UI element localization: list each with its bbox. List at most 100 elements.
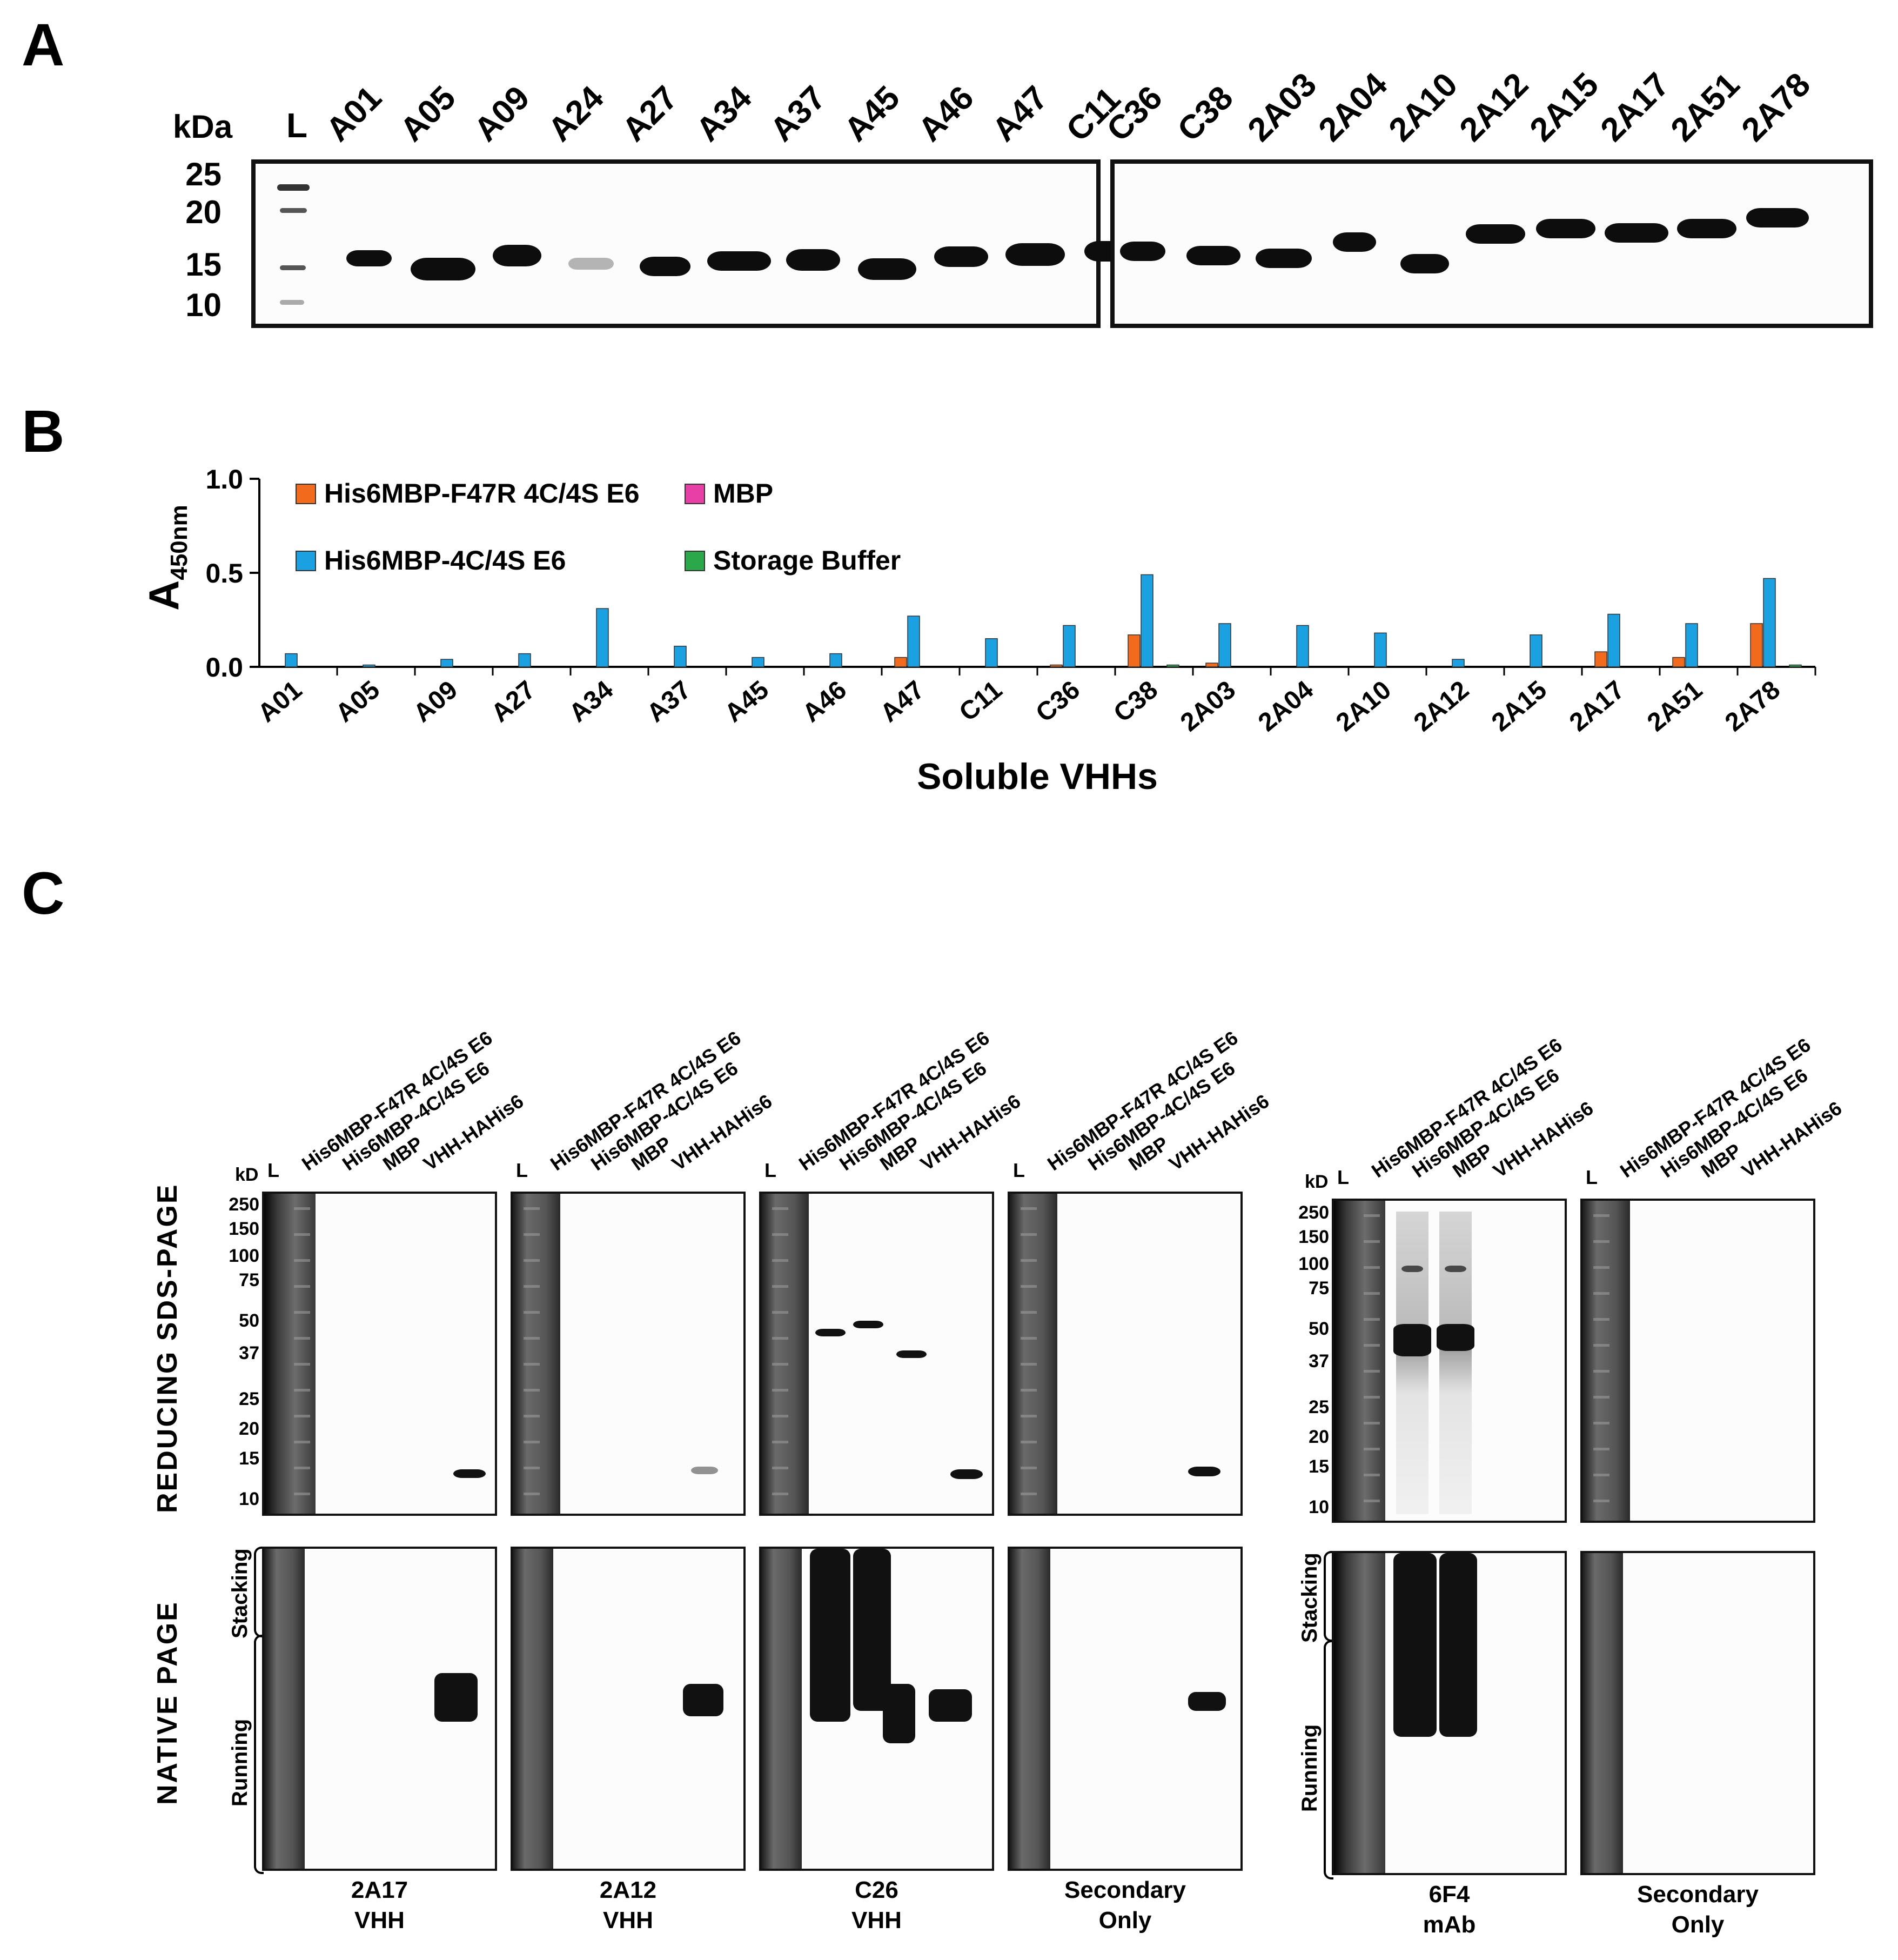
ladder-mark <box>294 1207 310 1210</box>
blot-band <box>853 1321 883 1328</box>
gel-lane-label: A37 <box>763 79 833 149</box>
gel-lane-label: A05 <box>393 79 463 149</box>
gel-band <box>640 257 690 276</box>
ladder-band <box>280 300 304 305</box>
gel-band <box>346 250 392 266</box>
ladder-strip <box>761 1194 809 1514</box>
sds-blot <box>759 1192 994 1516</box>
ladder-mark <box>1364 1448 1380 1450</box>
running-bracket <box>1324 1640 1333 1879</box>
caption-line2: VHH <box>851 1907 902 1934</box>
ladder-mark <box>524 1441 540 1443</box>
ladder-mark <box>1593 1292 1609 1295</box>
bar-his6mbp-f47r-4c-4s-e6 <box>1050 664 1063 667</box>
ladder-strip <box>264 1194 316 1514</box>
gel-band <box>1604 223 1668 243</box>
gel-lane-label: A01 <box>319 79 389 149</box>
legend-label: His6MBP-4C/4S E6 <box>324 545 566 576</box>
ladder-strip <box>513 1194 560 1514</box>
ladder-strip <box>513 1549 553 1869</box>
ladder-mark <box>772 1259 788 1262</box>
gel-lane-label: 2A10 <box>1381 65 1465 149</box>
ladder-mark <box>1593 1500 1609 1502</box>
ladder-mark <box>1364 1344 1380 1347</box>
x-tick-label: A27 <box>486 675 541 728</box>
kd-mark: 15 <box>239 1448 259 1469</box>
x-tick-label: C38 <box>1109 675 1164 728</box>
stacking-label: Stacking <box>228 1548 252 1638</box>
row-label-reducing: REDUCING SDS-PAGE <box>152 1183 183 1513</box>
bar-his6mbp-4c-4s-e6 <box>1607 613 1620 667</box>
ladder-mark <box>1021 1311 1037 1314</box>
ladder-mark <box>1364 1266 1380 1269</box>
bar-his6mbp-4c-4s-e6 <box>518 653 531 667</box>
ladder-mark <box>524 1259 540 1262</box>
ladder-mark <box>1593 1214 1609 1217</box>
ladder-mark <box>294 1363 310 1366</box>
ladder-mark <box>1021 1389 1037 1392</box>
ladder-mark <box>524 1311 540 1314</box>
ladder-mark <box>772 1467 788 1469</box>
ladder-strip <box>1582 1553 1623 1873</box>
x-tick-label: 2A17 <box>1564 675 1630 737</box>
gel-lane-label: 2A15 <box>1523 65 1606 149</box>
x-tick-label: A46 <box>797 675 853 728</box>
ladder-mark <box>1593 1370 1609 1373</box>
ladder-mark <box>772 1415 788 1417</box>
kd-mark: 150 <box>1298 1227 1329 1247</box>
ladder-mark <box>294 1337 310 1340</box>
bar-his6mbp-4c-4s-e6 <box>1530 634 1542 667</box>
gel-band <box>786 249 840 271</box>
x-tick-label: 2A51 <box>1642 675 1708 737</box>
gel-lane-label: 2A12 <box>1452 65 1535 149</box>
gel-band <box>1465 224 1525 244</box>
mw-15: 15 <box>185 246 222 283</box>
ladder-label: L <box>764 1159 776 1181</box>
ladder-mark <box>1021 1233 1037 1236</box>
kda-label: kDa <box>173 109 233 145</box>
bar-his6mbp-4c-4s-e6 <box>752 657 764 667</box>
blot-band <box>1188 1692 1226 1711</box>
blot-band <box>434 1673 478 1722</box>
native-blot <box>759 1547 994 1871</box>
blot-caption: 6F4 mAb <box>1332 1879 1567 1940</box>
legend-swatch <box>296 484 316 504</box>
caption-line2: VHH <box>354 1907 405 1934</box>
blot-band <box>815 1329 846 1336</box>
blot-caption: Secondary Only <box>1580 1879 1815 1940</box>
bar-his6mbp-4c-4s-e6 <box>985 638 998 667</box>
ladder-mark <box>772 1233 788 1236</box>
ladder-mark <box>294 1467 310 1469</box>
stacking-label: Stacking <box>1298 1553 1322 1643</box>
y-tick-label: 1.0 <box>205 464 243 494</box>
ladder-mark <box>294 1441 310 1443</box>
gel-left <box>251 159 1134 328</box>
bar-his6mbp-4c-4s-e6 <box>440 659 453 667</box>
blot-band <box>810 1549 850 1722</box>
ladder-label: L <box>1337 1166 1349 1188</box>
panel-c-letter: C <box>22 860 65 927</box>
ladder-label: L <box>1586 1166 1598 1188</box>
gel-lane-label: 2A03 <box>1240 65 1324 149</box>
caption-line2: Only <box>1098 1907 1152 1934</box>
ladder-strip <box>1334 1553 1385 1873</box>
kd-mark: 250 <box>229 1194 259 1215</box>
blot-band <box>1445 1266 1466 1272</box>
gel-band <box>934 246 988 267</box>
ladder-mark <box>1021 1337 1037 1340</box>
caption-line1: 2A12 <box>599 1877 657 1903</box>
gel-band <box>1536 219 1595 238</box>
gel-lane-label: A34 <box>689 79 759 149</box>
ladder-strip <box>1010 1549 1050 1869</box>
kd-mark: 20 <box>1309 1427 1329 1447</box>
bar-his6mbp-f47r-4c-4s-e6 <box>1205 663 1218 667</box>
bar-his6mbp-f47r-4c-4s-e6 <box>1594 651 1607 667</box>
ladder-mark <box>1593 1318 1609 1321</box>
x-tick-label: C11 <box>954 675 1008 727</box>
caption-line1: Secondary <box>1064 1877 1186 1903</box>
ladder-mark <box>772 1441 788 1443</box>
panel-b-letter: B <box>22 398 65 465</box>
ladder-mark <box>1021 1207 1037 1210</box>
ladder-mark <box>1364 1474 1380 1476</box>
blot-band <box>929 1689 972 1722</box>
